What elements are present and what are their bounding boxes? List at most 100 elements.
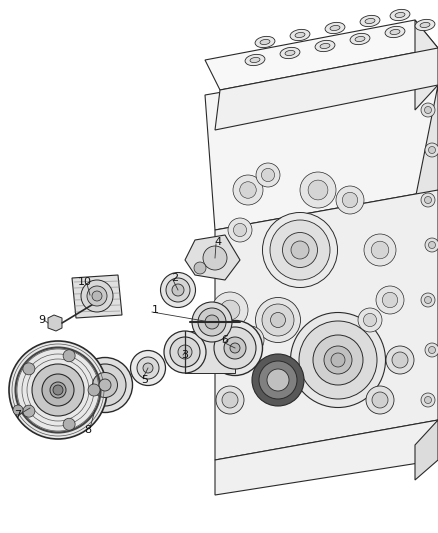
Ellipse shape [262, 304, 294, 336]
Circle shape [13, 405, 23, 415]
Ellipse shape [331, 353, 345, 367]
Ellipse shape [164, 331, 206, 373]
Ellipse shape [350, 34, 370, 45]
Circle shape [424, 296, 431, 303]
Ellipse shape [290, 312, 385, 408]
Circle shape [261, 168, 275, 182]
Ellipse shape [178, 345, 192, 359]
Circle shape [424, 107, 431, 114]
Ellipse shape [285, 51, 295, 55]
Ellipse shape [325, 22, 345, 34]
Ellipse shape [252, 354, 304, 406]
Ellipse shape [92, 291, 102, 301]
Ellipse shape [260, 39, 270, 45]
Ellipse shape [390, 10, 410, 21]
Circle shape [428, 241, 435, 248]
Ellipse shape [283, 232, 318, 268]
Text: 9: 9 [39, 315, 46, 325]
Ellipse shape [299, 321, 377, 399]
Ellipse shape [87, 286, 107, 306]
Ellipse shape [42, 374, 74, 406]
Circle shape [63, 350, 75, 362]
Circle shape [428, 147, 435, 154]
Ellipse shape [313, 335, 363, 385]
Text: 10: 10 [78, 277, 92, 287]
Circle shape [421, 103, 435, 117]
Circle shape [376, 286, 404, 314]
Circle shape [358, 308, 382, 332]
Circle shape [364, 234, 396, 266]
Ellipse shape [267, 369, 289, 391]
Ellipse shape [295, 33, 305, 37]
Ellipse shape [214, 327, 256, 369]
Polygon shape [215, 420, 438, 495]
Ellipse shape [170, 337, 200, 367]
Ellipse shape [290, 29, 310, 41]
Polygon shape [185, 331, 235, 373]
Ellipse shape [385, 26, 405, 38]
Ellipse shape [230, 343, 240, 353]
Circle shape [392, 352, 408, 368]
Polygon shape [48, 315, 62, 331]
Circle shape [421, 393, 435, 407]
Circle shape [256, 163, 280, 187]
Ellipse shape [262, 213, 338, 287]
Ellipse shape [270, 220, 330, 280]
Polygon shape [215, 48, 438, 130]
Polygon shape [185, 235, 240, 280]
Ellipse shape [9, 341, 107, 439]
Ellipse shape [324, 346, 352, 374]
Circle shape [372, 392, 388, 408]
Ellipse shape [143, 363, 153, 373]
Ellipse shape [271, 312, 286, 327]
Ellipse shape [360, 15, 380, 27]
Circle shape [336, 186, 364, 214]
Text: 2: 2 [171, 273, 179, 283]
Ellipse shape [198, 308, 226, 336]
Circle shape [425, 238, 438, 252]
Text: 7: 7 [14, 410, 21, 420]
Circle shape [428, 346, 435, 353]
Circle shape [228, 218, 252, 242]
Ellipse shape [250, 58, 260, 62]
Circle shape [203, 246, 227, 270]
Circle shape [242, 332, 258, 348]
Ellipse shape [78, 358, 133, 413]
Ellipse shape [291, 241, 309, 259]
Circle shape [23, 405, 35, 417]
Ellipse shape [245, 54, 265, 66]
Ellipse shape [415, 19, 435, 30]
Ellipse shape [50, 382, 66, 398]
Circle shape [424, 197, 431, 204]
Circle shape [386, 346, 414, 374]
Ellipse shape [255, 36, 275, 47]
Ellipse shape [137, 357, 159, 379]
Polygon shape [415, 20, 438, 110]
Ellipse shape [205, 315, 219, 329]
Text: 3: 3 [181, 350, 188, 360]
Circle shape [233, 223, 247, 237]
Circle shape [425, 343, 438, 357]
Circle shape [366, 386, 394, 414]
Circle shape [364, 313, 377, 327]
Ellipse shape [255, 297, 300, 343]
Ellipse shape [420, 22, 430, 28]
Ellipse shape [259, 361, 297, 399]
Circle shape [308, 180, 328, 200]
Ellipse shape [81, 280, 113, 312]
Circle shape [236, 326, 264, 354]
Circle shape [23, 363, 35, 375]
Ellipse shape [395, 12, 405, 18]
Ellipse shape [330, 26, 340, 30]
Text: 6: 6 [222, 335, 229, 345]
Polygon shape [415, 85, 438, 445]
Circle shape [220, 300, 240, 320]
Ellipse shape [320, 43, 330, 49]
Ellipse shape [160, 272, 195, 308]
Ellipse shape [92, 373, 117, 398]
Text: 5: 5 [141, 375, 148, 385]
Ellipse shape [172, 284, 184, 296]
Polygon shape [205, 58, 438, 230]
Circle shape [382, 292, 398, 308]
Ellipse shape [208, 320, 262, 376]
